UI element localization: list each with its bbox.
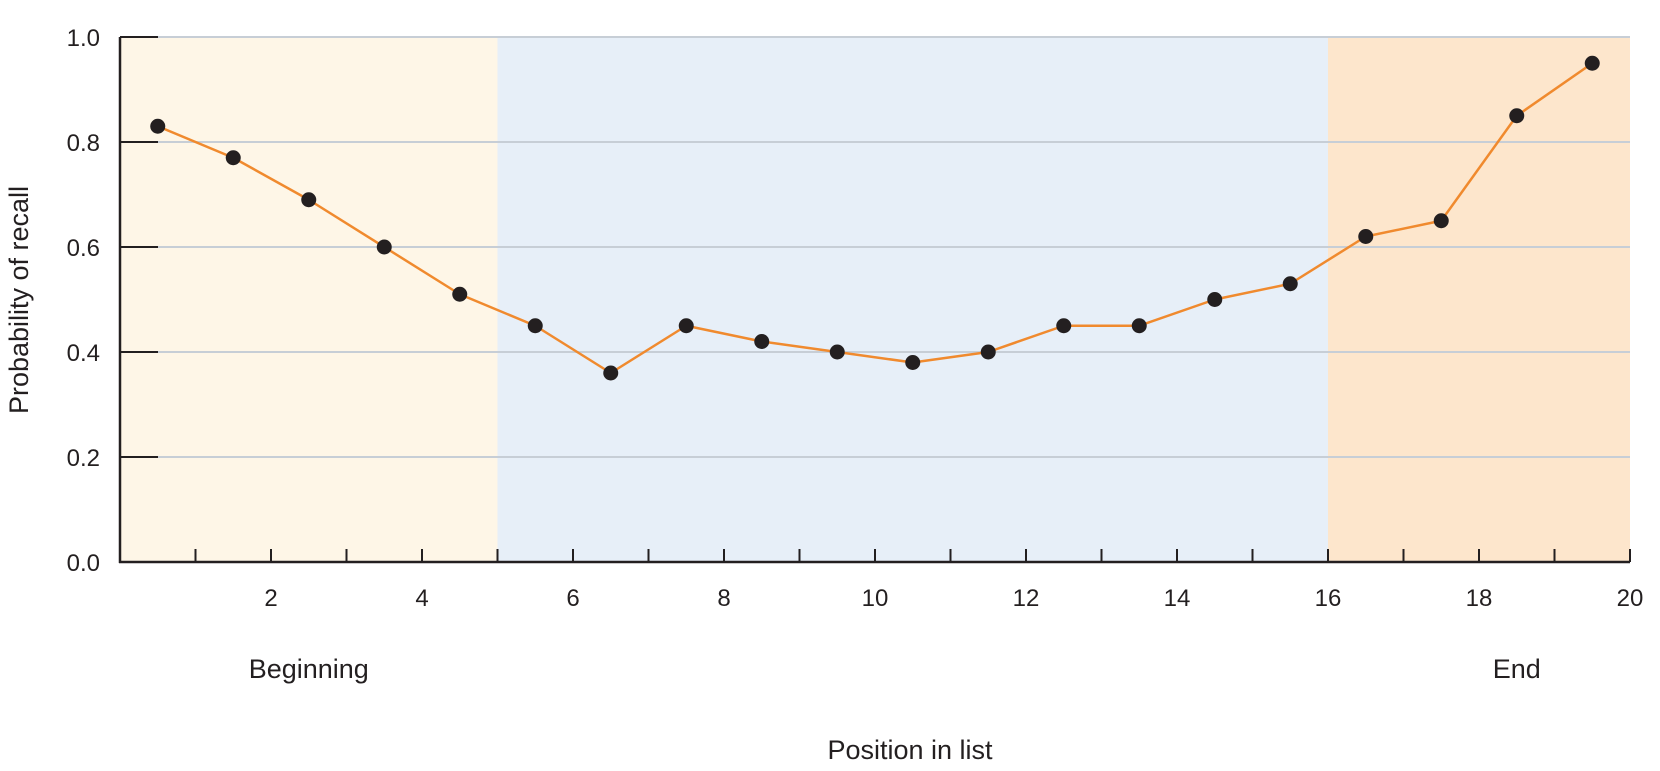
x-tick-label: 2 [264,585,277,612]
x-tick-label: 16 [1315,585,1342,612]
y-tick-label: 0.0 [67,550,100,577]
region-primacy [120,37,498,562]
horizontal-gridlines [120,36,1630,458]
y-tick-label: 1.0 [67,25,100,52]
region-middle [497,37,1328,562]
labels: Probability of recall Position in list B… [4,186,1541,765]
data-point [1358,229,1374,244]
data-point [1584,55,1600,71]
y-tick-label: 0.4 [67,340,100,367]
x-tick-label: 8 [717,585,730,612]
region-label: End [1493,654,1541,684]
data-point [1056,318,1072,334]
region-label: Beginning [249,654,369,684]
data-point [603,365,619,381]
data-point [452,286,468,302]
x-tick-label: 6 [566,585,579,612]
x-tick-label: 4 [415,585,428,612]
x-tick-label: 10 [862,585,889,612]
data-point [225,150,241,166]
data-point [1207,292,1223,307]
recall-series [150,55,1600,381]
x-axis-title: Position in list [827,735,993,765]
data-point [754,334,770,349]
data-point [1131,318,1147,334]
data-point [376,239,392,255]
x-tick-label: 18 [1466,585,1493,612]
background-regions [120,37,1630,562]
data-point [1282,276,1298,292]
data-point [1433,213,1449,229]
y-axis-title: Probability of recall [4,186,34,414]
x-tick-label: 14 [1164,585,1191,612]
y-tick-label: 0.8 [67,130,100,157]
x-tick-label: 12 [1013,585,1040,612]
data-point [905,355,921,370]
data-point [829,344,845,360]
axis-ticks: 0.0 0.2 0.4 0.6 0.8 1.0 2 4 6 8 10 12 14 16 18 20 [67,25,1644,612]
x-tick-label: 20 [1617,585,1644,612]
series-line [157,62,1593,375]
data-point [1509,108,1525,124]
data-point [980,344,996,360]
data-point [301,192,317,208]
y-tick-label: 0.2 [67,445,100,472]
data-point [678,318,694,334]
data-point [527,318,543,334]
region-recency [1328,37,1630,562]
y-tick-label: 0.6 [67,235,100,262]
data-point [150,118,166,134]
